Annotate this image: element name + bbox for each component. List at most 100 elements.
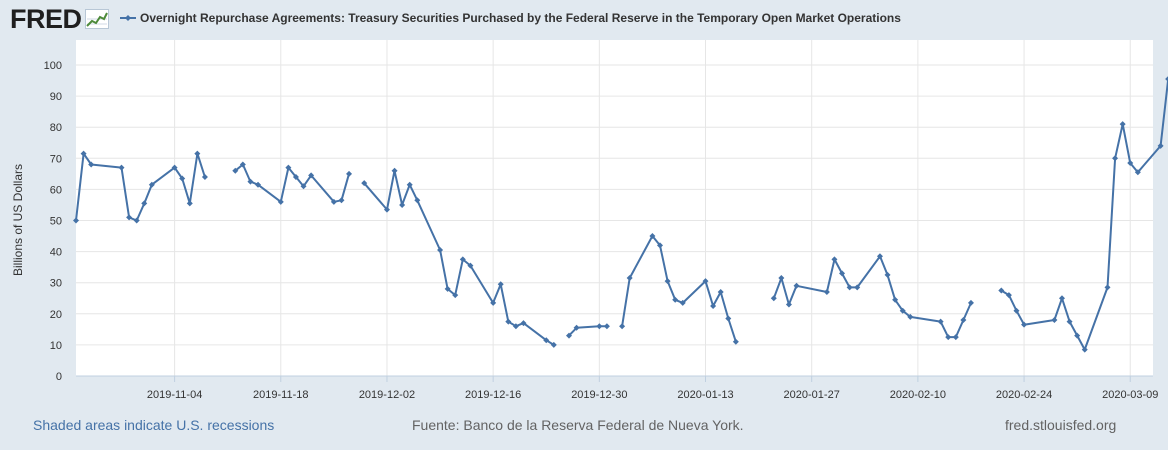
data-point	[1081, 346, 1088, 353]
data-point	[300, 183, 307, 190]
data-point	[770, 295, 777, 302]
data-point	[793, 282, 800, 289]
y-tick-label: 30	[50, 278, 62, 290]
data-point	[497, 281, 504, 288]
data-point	[133, 217, 140, 224]
data-point	[118, 164, 125, 171]
data-point	[1112, 155, 1119, 162]
y-tick-label: 100	[44, 60, 62, 72]
data-point	[998, 287, 1005, 294]
x-tick-label: 2020-02-24	[996, 389, 1052, 401]
x-tick-label: 2020-03-09	[1102, 389, 1158, 401]
series-line-segment	[621, 235, 737, 343]
line-chart: 0 10 20 30 40 50 60 70 80 90 100 2019-11-04 2019-11-…	[11, 40, 1168, 401]
data-point	[649, 233, 656, 240]
data-point	[1013, 307, 1020, 314]
fred-logo[interactable]: FRED	[10, 5, 109, 33]
data-point	[839, 270, 846, 277]
data-point	[391, 167, 398, 174]
data-point	[573, 324, 580, 331]
series-line-segment	[568, 325, 607, 337]
data-point	[383, 206, 390, 213]
data-point	[672, 296, 679, 303]
data-point	[171, 164, 178, 171]
data-point	[876, 253, 883, 260]
data-point	[520, 320, 527, 327]
data-point	[710, 303, 717, 310]
series-title: Overnight Repurchase Agreements: Treasur…	[140, 11, 901, 25]
data-point	[550, 341, 557, 348]
data-point	[330, 198, 337, 205]
data-point	[247, 178, 254, 185]
data-point	[338, 197, 345, 204]
data-point	[664, 278, 671, 285]
chart-legend[interactable]: Overnight Repurchase Agreements: Treasur…	[120, 11, 901, 25]
y-tick-label: 80	[50, 122, 62, 134]
data-point	[1066, 318, 1073, 325]
data-point	[823, 289, 830, 296]
data-point	[437, 247, 444, 254]
data-point	[452, 292, 459, 299]
data-point	[1051, 317, 1058, 324]
data-point	[907, 313, 914, 320]
x-tick-label: 2019-12-02	[359, 389, 415, 401]
data-point	[884, 271, 891, 278]
x-tick-label: 2020-02-10	[890, 389, 946, 401]
data-point	[505, 318, 512, 325]
data-point	[141, 200, 148, 207]
data-point	[1058, 295, 1065, 302]
data-point	[717, 289, 724, 296]
data-point	[967, 299, 974, 306]
recessions-link[interactable]: Shaded areas indicate U.S. recessions	[33, 417, 275, 433]
fred-graph-icon	[84, 9, 109, 29]
site-url[interactable]: fred.stlouisfed.org	[1005, 417, 1117, 433]
data-point	[490, 299, 497, 306]
data-point	[361, 180, 368, 187]
data-point	[565, 332, 572, 339]
data-point	[80, 150, 87, 157]
data-point	[277, 198, 284, 205]
data-point	[937, 318, 944, 325]
data-point	[603, 323, 610, 330]
y-tick-label: 70	[50, 153, 62, 165]
data-point	[960, 317, 967, 324]
y-tick-label: 20	[50, 309, 62, 321]
data-point	[732, 338, 739, 345]
data-point	[292, 173, 299, 180]
data-point	[1104, 284, 1111, 291]
data-point	[702, 278, 709, 285]
data-point	[846, 284, 853, 291]
y-axis-label: Billions of US Dollars	[11, 164, 25, 276]
data-point	[899, 307, 906, 314]
y-tick-label: 50	[50, 216, 62, 228]
x-tick-label: 2019-12-16	[465, 389, 521, 401]
data-point	[88, 161, 95, 168]
data-point	[596, 323, 603, 330]
data-point	[657, 242, 664, 249]
legend-line-icon	[120, 15, 136, 21]
data-point	[73, 217, 79, 224]
data-point	[785, 301, 792, 308]
data-point	[892, 296, 899, 303]
data-point	[255, 181, 262, 188]
x-tick-label: 2020-01-13	[677, 389, 733, 401]
data-point	[1134, 169, 1141, 176]
y-tick-label: 10	[50, 340, 62, 352]
data-point	[201, 173, 208, 180]
data-point	[512, 323, 519, 330]
data-point	[1021, 321, 1028, 328]
data-point	[467, 262, 474, 269]
data-point	[239, 161, 246, 168]
data-point	[626, 275, 633, 282]
data-point	[399, 201, 406, 208]
data-point	[285, 164, 292, 171]
data-point	[1119, 121, 1126, 128]
data-point	[1165, 76, 1168, 82]
data-point	[945, 334, 952, 341]
fred-logo-text: FRED	[10, 4, 82, 34]
y-tick-label: 40	[50, 247, 62, 259]
data-point	[854, 284, 861, 291]
data-point	[1074, 332, 1081, 339]
y-tick-label: 90	[50, 91, 62, 103]
data-point	[148, 181, 155, 188]
